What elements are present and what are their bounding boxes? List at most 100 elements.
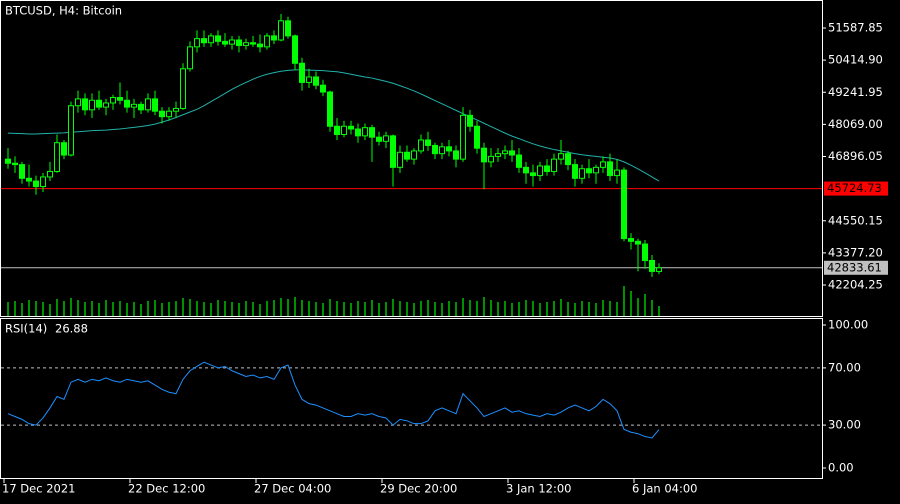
candle-body (320, 84, 326, 93)
rsi-value: 26.88 (55, 322, 88, 336)
candle-body (509, 150, 515, 156)
candle-body (593, 166, 599, 174)
candle-body (173, 107, 179, 112)
candle-body (614, 169, 620, 177)
candle-body (306, 76, 312, 83)
candle-body (89, 99, 95, 111)
x-tick-label: 17 Dec 2021 (2, 482, 75, 496)
candle-body (411, 150, 417, 160)
price-label: 42833.61 (827, 260, 882, 274)
candle-body (222, 40, 228, 45)
rsi-label: RSI(14) (5, 322, 47, 336)
candle-body (621, 169, 627, 240)
candle-body (96, 99, 102, 108)
y-tick-label: 44550.15 (828, 213, 883, 227)
candle-body (82, 98, 88, 111)
candle-body (607, 161, 613, 177)
candle-body (649, 259, 655, 272)
price-label-box (824, 260, 888, 275)
candle-body (362, 127, 368, 137)
candle-body (446, 146, 452, 152)
candle-body (313, 76, 319, 86)
candle-body (12, 162, 18, 166)
candle-body (565, 153, 571, 166)
candle-body (474, 125, 480, 149)
y-tick-label: 48069.00 (828, 117, 883, 131)
candle-body (54, 142, 60, 172)
candle-body (544, 165, 550, 172)
candle-body (103, 102, 109, 108)
candle-body (257, 43, 263, 48)
candle-body (425, 139, 431, 146)
candle-body (264, 35, 270, 48)
rsi-tick-label: 70.00 (828, 360, 861, 374)
candle-body (152, 98, 158, 112)
candle-body (166, 110, 172, 118)
candle-body (369, 127, 375, 138)
x-tick-label: 6 Jan 04:00 (632, 482, 698, 496)
candle-body (572, 164, 578, 179)
rsi-tick-label: 0.00 (828, 461, 854, 475)
candle-body (642, 243, 648, 261)
candle-body (404, 151, 410, 160)
candle-body (558, 153, 564, 160)
candle-body (656, 267, 662, 272)
candle-body (488, 155, 494, 163)
candle-body (145, 98, 151, 111)
candle-body (628, 238, 634, 242)
candle-body (551, 158, 557, 172)
x-tick-label: 29 Dec 20:00 (380, 482, 457, 496)
y-tick-label: 42204.25 (828, 278, 883, 292)
candle-body (460, 114, 466, 160)
candle-body (467, 114, 473, 127)
candle-body (348, 125, 354, 130)
x-tick-label: 27 Dec 04:00 (254, 482, 331, 496)
candle-body (334, 125, 340, 135)
candle-body (327, 91, 333, 127)
candle-body (250, 42, 256, 45)
candle-body (159, 110, 165, 118)
candle-body (75, 98, 81, 107)
candle-body (355, 128, 361, 137)
candle-body (19, 164, 25, 179)
candle-body (390, 135, 396, 168)
candle-body (40, 176, 46, 188)
candle-body (243, 42, 249, 46)
price-label-box (824, 181, 888, 196)
candle-body (418, 139, 424, 152)
candle-body (299, 62, 305, 83)
candle-body (600, 161, 606, 168)
candle-body (208, 35, 214, 44)
candle-body (432, 144, 438, 155)
candle-body (586, 168, 592, 174)
candle-body (5, 158, 11, 164)
candle-body (47, 170, 53, 178)
candle-body (278, 20, 284, 41)
x-tick-label: 22 Dec 12:00 (128, 482, 205, 496)
x-tick-label: 3 Jan 12:00 (506, 482, 572, 496)
candle-body (68, 105, 74, 156)
candle-body (481, 147, 487, 163)
candle-body (131, 103, 137, 108)
candle-body (180, 68, 186, 109)
y-tick-label: 49241.95 (828, 85, 883, 99)
candle-body (26, 177, 32, 182)
candle-body (523, 166, 529, 174)
candle-body (124, 99, 130, 108)
candle-body (271, 35, 277, 41)
price-label: 45724.73 (827, 181, 882, 195)
candle-body (201, 38, 207, 44)
candle-body (61, 142, 67, 156)
candle-body (537, 165, 543, 177)
main-frame (0, 0, 823, 317)
rsi-tick-label: 100.00 (828, 318, 868, 332)
chart-title: BTCUSD, H4: Bitcoin (5, 4, 122, 18)
candle-body (453, 150, 459, 160)
candle-body (376, 136, 382, 142)
candle-body (33, 180, 39, 188)
candle-body (138, 103, 144, 111)
y-tick-label: 51587.85 (828, 20, 883, 34)
candle-body (110, 97, 116, 104)
